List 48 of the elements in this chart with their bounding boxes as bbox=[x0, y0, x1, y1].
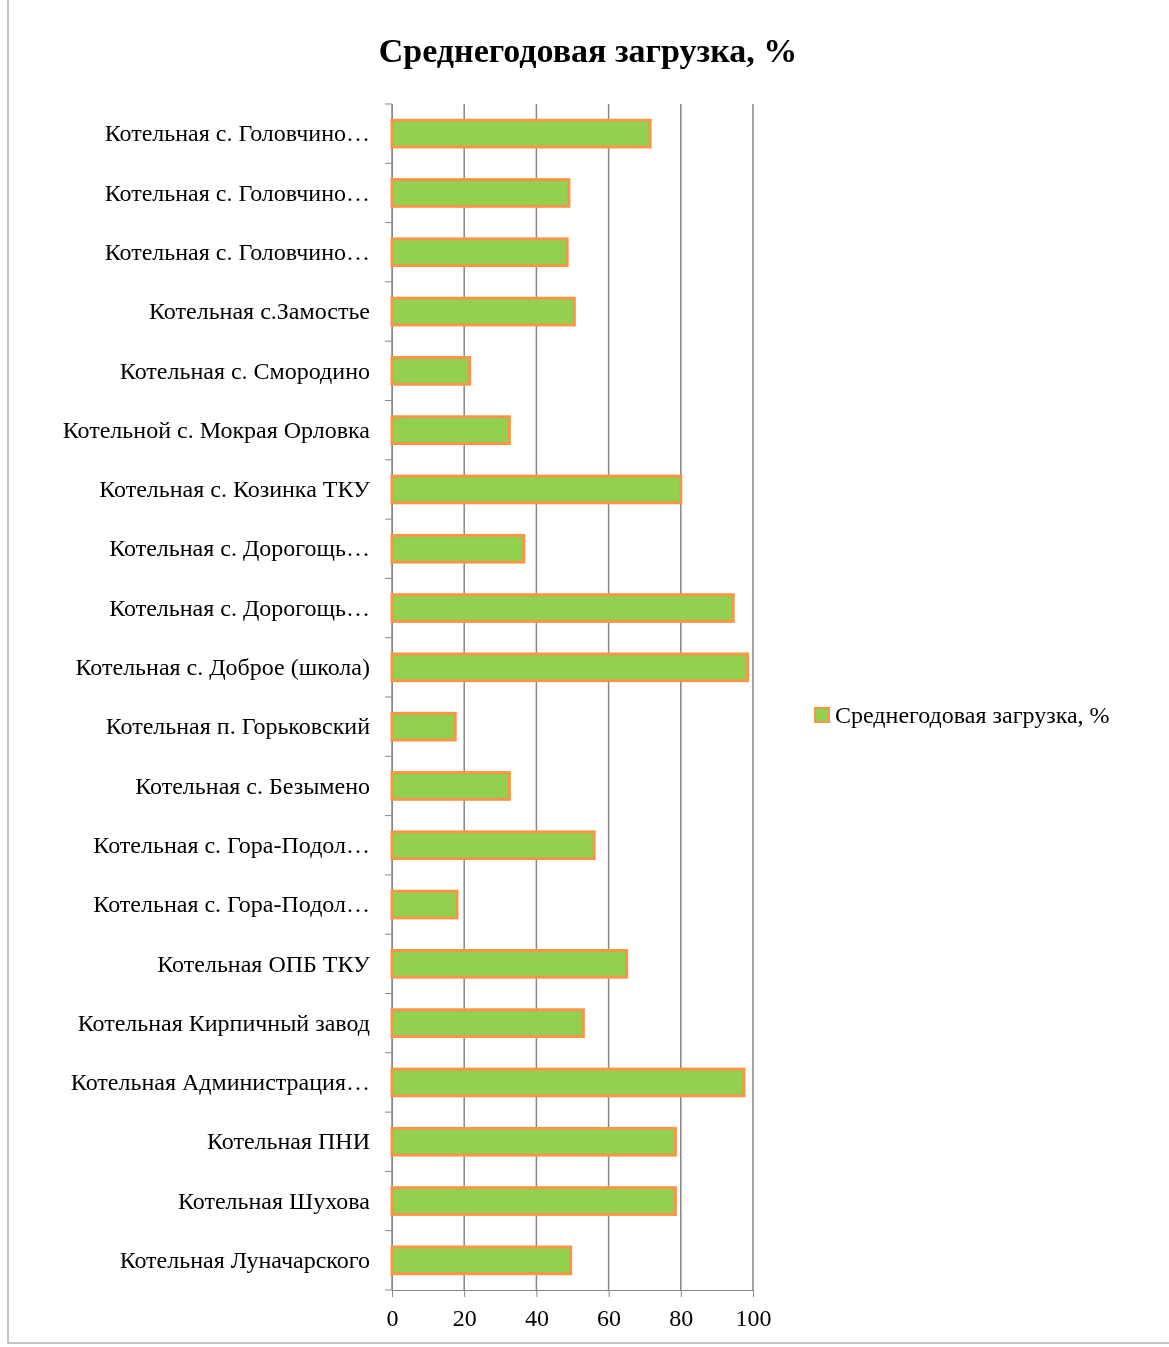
y-tick-label: Котельная Шухова bbox=[177, 1187, 371, 1214]
x-tick-label: 100 bbox=[735, 1305, 772, 1332]
bar bbox=[390, 415, 511, 445]
bar bbox=[390, 771, 511, 801]
y-tick-label: Котельная Кирпичный завод bbox=[77, 1009, 370, 1036]
y-tick-label: Котельная с. Головчино… bbox=[104, 179, 370, 206]
bar bbox=[390, 1126, 677, 1157]
y-tick-label: Котельной с. Мокрая Орловка bbox=[62, 416, 371, 443]
y-tick-label: Котельная с. Гора-Подол… bbox=[93, 891, 370, 918]
x-tick-label: 40 bbox=[524, 1305, 549, 1332]
y-tick-label: Котельная ПНИ bbox=[206, 1128, 370, 1155]
y-tick-label: Котельная с. Козинка ТКУ bbox=[99, 476, 370, 503]
bar bbox=[390, 1067, 746, 1098]
x-tick-label: 60 bbox=[597, 1305, 622, 1332]
y-tick-label: Котельная Администрация… bbox=[70, 1069, 370, 1096]
bar bbox=[390, 237, 569, 268]
y-tick-label: Котельная с. Дорогощь… bbox=[109, 535, 370, 562]
legend-label: Среднегодовая загрузка, % bbox=[835, 702, 1110, 729]
x-tick-label: 0 bbox=[386, 1305, 399, 1332]
bar bbox=[390, 652, 750, 683]
bar bbox=[390, 474, 683, 505]
bar bbox=[390, 949, 629, 979]
bar bbox=[390, 356, 472, 386]
chart-title: Среднегодовая загрузка, % bbox=[378, 32, 798, 69]
bar bbox=[390, 711, 457, 742]
bar bbox=[390, 889, 459, 920]
y-tick-label: Котельная ОПБ ТКУ bbox=[157, 950, 371, 977]
bar bbox=[390, 1186, 677, 1216]
x-tick-label: 20 bbox=[452, 1305, 477, 1332]
bar bbox=[390, 830, 596, 861]
bar bbox=[390, 593, 735, 623]
y-tick-label: Котельная с. Смородино bbox=[119, 357, 370, 384]
y-tick-label: Котельная с. Доброе (школа) bbox=[75, 654, 370, 681]
bar bbox=[390, 1008, 585, 1038]
y-tick-label: Котельная с. Головчино… bbox=[104, 120, 370, 147]
bar bbox=[390, 1245, 573, 1276]
y-tick-label: Котельная с.Замостье bbox=[149, 298, 370, 325]
y-tick-label: Котельная с. Безымено bbox=[135, 772, 370, 799]
bar bbox=[390, 178, 571, 208]
x-tick-label: 80 bbox=[669, 1305, 694, 1332]
y-tick-label: Котельная п. Горьковский bbox=[105, 713, 371, 740]
y-tick-label: Котельная Луначарского bbox=[119, 1247, 370, 1274]
bar bbox=[390, 118, 652, 149]
bar bbox=[390, 533, 526, 564]
y-tick-label: Котельная с. Дорогощь… bbox=[109, 594, 370, 621]
bar bbox=[390, 296, 576, 327]
y-tick-label: Котельная с. Головчино… bbox=[104, 238, 370, 265]
y-tick-label: Котельная с. Гора-Подол… bbox=[93, 831, 370, 858]
